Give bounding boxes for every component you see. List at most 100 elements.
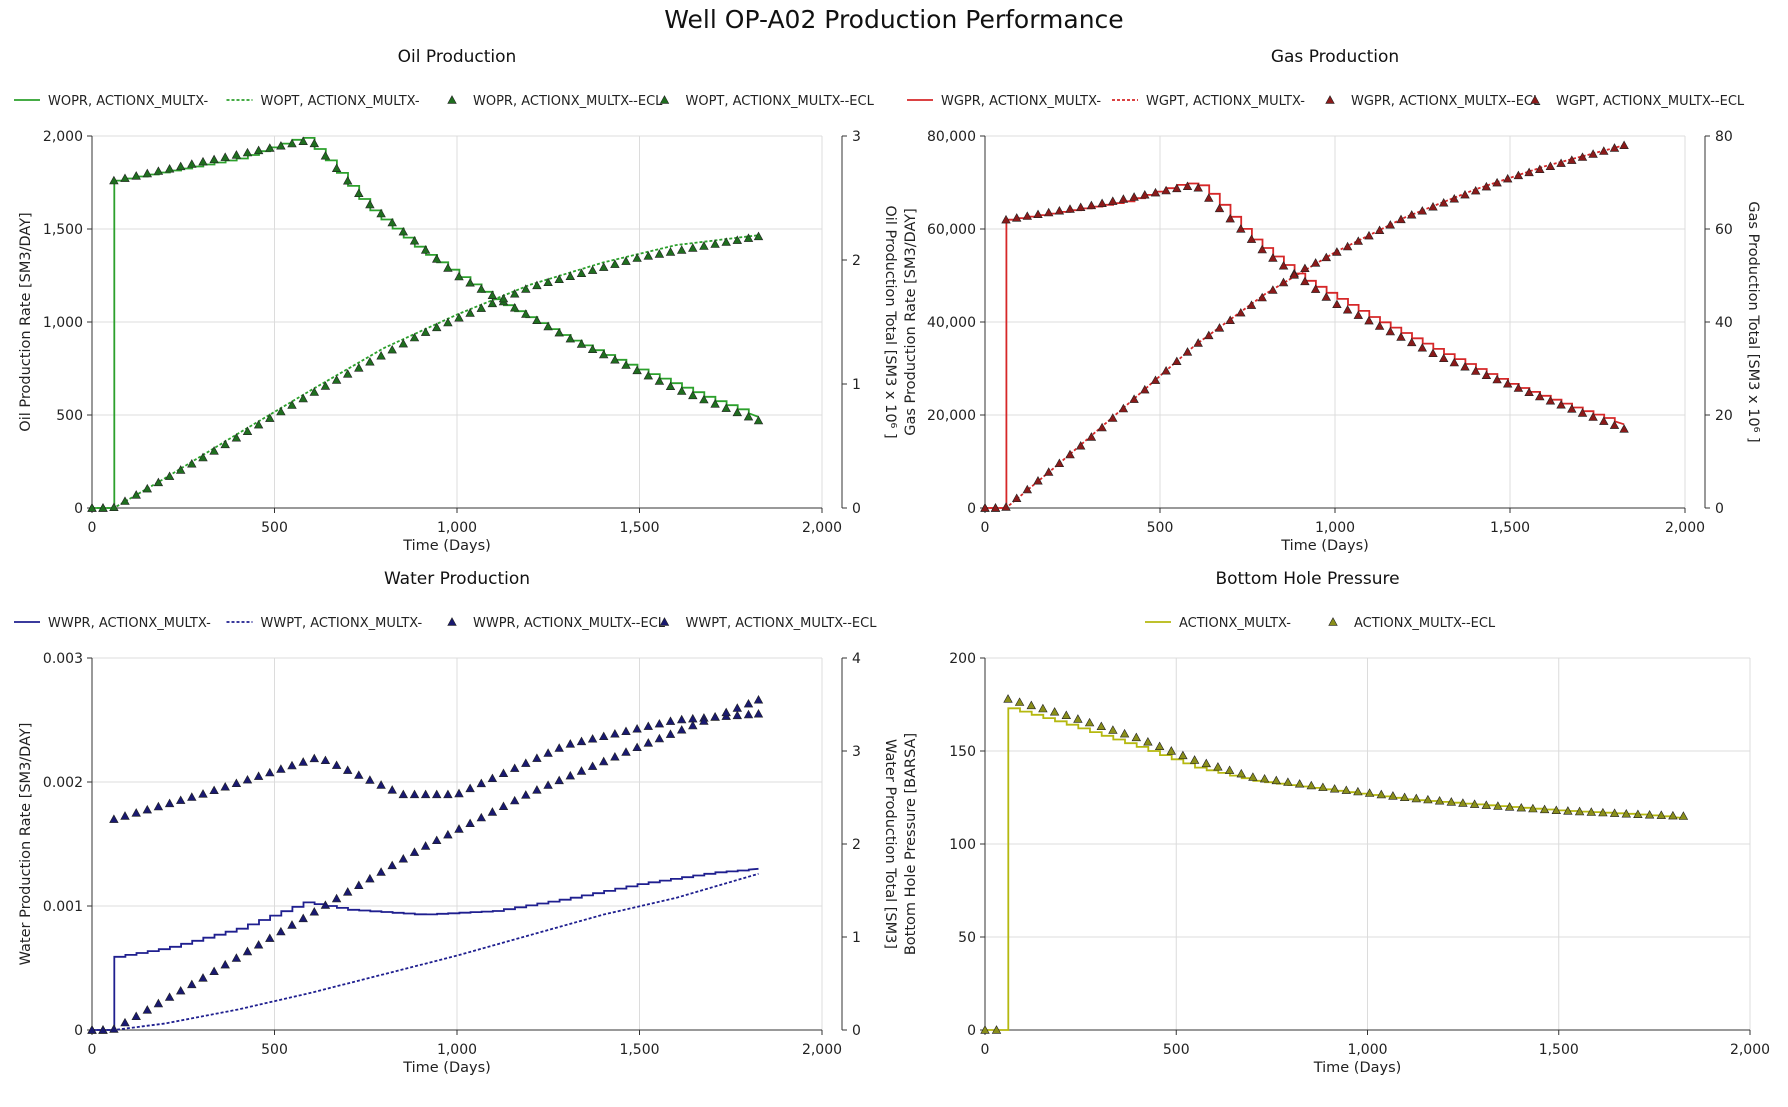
oil-series-2-marker (565, 333, 576, 343)
water-series-2-marker (576, 736, 587, 746)
water-xtick-label: 500 (261, 1042, 288, 1058)
oil-series-3-marker (276, 406, 286, 416)
oil-series-3-marker (175, 465, 186, 474)
water-legend-item-0-label: WWPR, ACTIONX_MULTX- (48, 616, 211, 631)
oil-series-3-marker (365, 357, 375, 366)
bhp-series-1-marker (1166, 746, 1177, 755)
gas-ytick-label: 20,000 (927, 408, 976, 424)
gas-xtick-label: 1,000 (1315, 520, 1355, 536)
gas-series-2-marker (1193, 183, 1203, 192)
oil-series-2-marker (465, 278, 475, 287)
gas-series-0 (985, 182, 1625, 509)
oil-xlabel: Time (Days) (402, 538, 491, 554)
water-series-2-marker (543, 748, 553, 757)
gas-series-2-marker (1161, 185, 1171, 195)
water-series-3-marker (476, 812, 487, 822)
gas-series-3-marker (1470, 185, 1481, 195)
water-series-2-marker (198, 789, 208, 798)
oil-series-3-marker (331, 375, 342, 384)
gas-series-2-marker (1268, 253, 1278, 262)
water-series-2-marker (209, 785, 219, 794)
water-series-3-marker (643, 738, 654, 747)
gas-legend-item-2: WGPR, ACTIONX_MULTX--ECL (1325, 94, 1541, 109)
bhp-series-1-marker (991, 1025, 1002, 1034)
gas-series-3-marker (1172, 356, 1182, 365)
water-ytick-label: 0.003 (43, 651, 83, 667)
gas-series-3-marker (1107, 413, 1118, 422)
water-series-3-marker (276, 926, 286, 936)
water-series-2-marker (621, 726, 631, 735)
oil-series-2-marker (220, 152, 230, 161)
oil-series-3-marker (231, 433, 242, 442)
water-y2tick-label: 0 (852, 1023, 861, 1039)
oil-series-3-marker (643, 251, 654, 260)
water-series-2-marker (231, 778, 242, 787)
oil-series-3-marker (654, 249, 665, 258)
water-series-3-marker (242, 946, 253, 956)
gas-title: Gas Production (1271, 47, 1399, 67)
gas-series-2-marker (1257, 244, 1267, 254)
bhp-series-1-marker (1049, 707, 1060, 716)
water-series-3-marker (398, 853, 409, 863)
oil-series-3-marker (242, 426, 253, 435)
bhp-series-1-marker (1329, 784, 1340, 793)
oil-series-2-marker (242, 147, 253, 157)
oil-xtick-label: 2,000 (802, 520, 842, 536)
gas-series-2-marker (1438, 353, 1449, 362)
oil-series-2-marker (576, 339, 587, 348)
oil-series-2-marker (309, 138, 320, 148)
oil-series-2-marker (598, 349, 609, 359)
oil-legend-item-0: WOPR, ACTIONX_MULTX- (14, 94, 208, 109)
gas-series-2-marker (1353, 310, 1364, 319)
gas-ytick-label: 40,000 (927, 315, 976, 331)
bhp-series-1-marker (1598, 807, 1608, 817)
gas-series-3-marker (1278, 277, 1289, 287)
gas-series-3-marker (1300, 263, 1310, 272)
water-series-3-marker (287, 920, 297, 929)
water-series-2-marker (565, 739, 576, 748)
water-legend-item-2: WWPR, ACTIONX_MULTX--ECL (447, 616, 666, 631)
water-series-2-marker (354, 770, 364, 779)
gas-series-3-marker (980, 503, 990, 512)
gas-series-2-marker (1492, 374, 1502, 384)
water-series-3-marker (443, 829, 453, 839)
oil-series-3-marker (120, 496, 130, 505)
water-ylabel: Water Production Rate [SM3/DAY] (18, 723, 34, 966)
gas-series-3-marker (1492, 177, 1502, 187)
water-series-3-marker (298, 913, 308, 923)
oil-legend-item-2: WOPR, ACTIONX_MULTX--ECL (447, 94, 663, 109)
gas-series-3-marker (1321, 252, 1332, 262)
bhp-series-1-marker (1213, 762, 1223, 771)
water-series-2-marker (753, 708, 764, 718)
gas-series-3-marker (1449, 193, 1460, 203)
water-series-3-marker (710, 711, 720, 721)
bhp-series-1-marker (1364, 788, 1375, 797)
water-series-2-marker (443, 789, 453, 799)
water-series-2-marker (220, 781, 230, 791)
gas-chart: Gas Production 0 500 1,000 1,500 2,000 0 20,000… (903, 47, 1761, 554)
water-series-2-marker (331, 760, 342, 769)
gas-xlabel: Time (Days) (1280, 538, 1369, 554)
oil-series-2-marker (420, 245, 431, 254)
gas-series-3-marker (1342, 241, 1353, 251)
water-series-3-marker (676, 725, 687, 734)
water-series-3-marker (409, 847, 420, 856)
gas-series-1 (985, 144, 1625, 509)
gas-xtick-label: 1,500 (1490, 520, 1530, 536)
oil-series-3-marker (476, 303, 487, 312)
water-series-2-marker (187, 792, 197, 801)
water-series-3-marker (576, 766, 587, 775)
gas-series-3-marker (1129, 394, 1139, 403)
gas-series-2-marker (1043, 207, 1054, 217)
gas-series-2-marker (1417, 343, 1428, 352)
bhp-series-1-marker (1003, 694, 1013, 703)
water-series-0 (92, 867, 759, 1031)
gas-series-2-marker (1246, 234, 1257, 243)
bhp-series-1-marker (1633, 809, 1643, 818)
bhp-series-1-marker (1493, 801, 1503, 810)
oil-series-3-marker (454, 312, 464, 322)
oil-xtick-label: 1,000 (437, 520, 477, 536)
water-series-3-marker (153, 998, 164, 1008)
water-series-3-marker (699, 716, 709, 725)
gas-series-3-marker (1438, 197, 1449, 207)
